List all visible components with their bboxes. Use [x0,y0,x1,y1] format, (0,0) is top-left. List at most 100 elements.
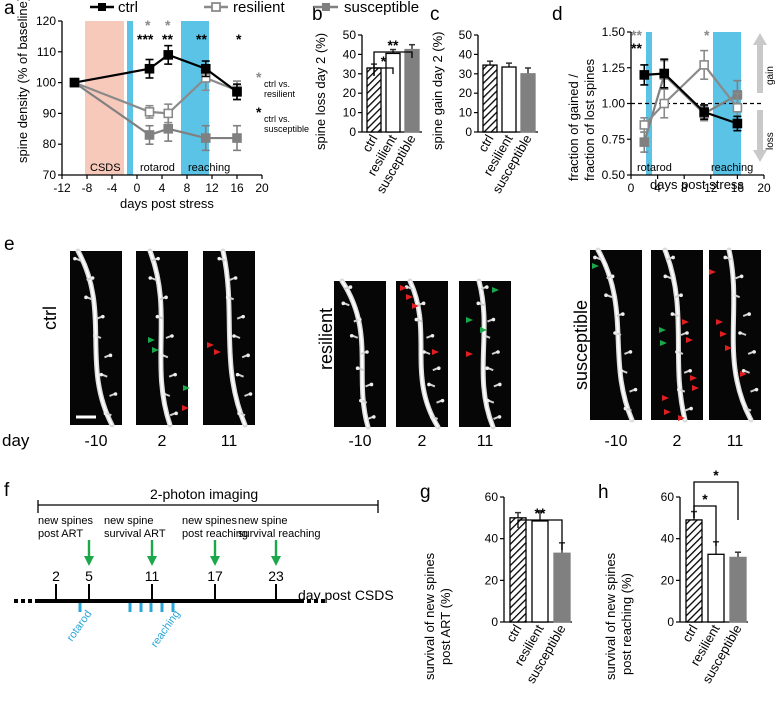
spine [106,412,112,417]
spine [75,257,82,262]
a-sig-sus-1: *** [137,31,154,47]
rotarod-band [127,21,133,175]
d-y-tick-label: 0.50 [602,168,626,182]
event-label-line2: survival ART [104,528,166,540]
h-y-tick-label: 60 [661,490,675,504]
spine [353,318,360,323]
g-bar-susceptible [553,552,571,623]
d-sig-sus: ** [631,40,642,56]
timeline-day-23: 23 [268,568,284,584]
h-bar-ctrl [685,519,703,623]
a-annotation: * ctrl vs. resilient * ctrl vs. suscepti… [256,69,309,134]
spine-head [679,293,683,298]
a-note-res-line2: resilient [264,89,296,99]
reaching-label: reaching [188,162,230,174]
gained-spine-arrow [492,287,499,293]
spine [150,277,157,281]
dendrite-core [478,280,494,428]
timeline-day-17: 17 [207,568,223,584]
spine-head [148,276,153,280]
b-y-tick-label: 40 [343,47,357,61]
g-y-tick-label: 60 [485,490,499,504]
spine-head [675,350,679,354]
a-x-tick-label: 4 [159,181,166,195]
spine [162,354,169,359]
c-bar-ctrl [482,64,498,133]
panel-label-d: d [552,4,563,25]
dendrite-core [149,250,171,426]
e-day-11: 11 [477,433,494,450]
d-x-tick-label: 16 [731,181,745,195]
e-day-label: day [2,431,30,450]
a-sig-res-1: * [145,17,151,33]
legend: ctrl resilient susceptible [90,0,419,16]
g-category-label: ctrl [503,622,525,645]
lost-spine-arrow [716,319,723,325]
timeline-day-5: 5 [85,568,93,584]
g-bar-ctrl [509,517,527,623]
spine [86,296,93,301]
legend-ctrl: ctrl [118,0,138,16]
a-point-resilient [144,107,155,117]
a-sig-res-2: * [165,17,171,33]
imaging-title: 2-photon imaging [150,486,258,502]
spine-head [739,274,744,279]
a-sig-sus-2: ** [162,31,173,47]
spine [626,407,632,412]
spine [665,275,672,280]
d-point-resilient [699,60,709,70]
g-y-tick-label: 40 [485,532,499,546]
reaching-period-label: reaching [149,608,183,649]
spine-head [225,295,230,300]
spine-head [421,301,426,306]
spine-head [604,293,608,298]
lost-spine-arrow [678,415,685,421]
d-sig-res: ** [631,27,642,43]
d-y-tick-label: 1.25 [602,61,626,75]
d-x-tick-label: 4 [654,181,661,195]
h-ylabel-2: post reaching (%) [619,573,634,675]
spine-head [73,256,77,261]
spine [365,383,371,388]
gained-spine-arrow [152,347,159,353]
a-y-tick-label: 100 [36,76,56,90]
spine-head [108,353,113,358]
g-sig-bracket [517,519,563,550]
a-significance: * * *** ** ** * [137,17,242,47]
a-point-susceptible [144,130,155,140]
a-ylabel: spine density (% of baseline) [15,0,30,163]
spine [629,388,635,393]
lost-spine-arrow [725,345,732,351]
spine [680,332,687,336]
d-point-ctrl [732,118,743,129]
h-bar-resilient [707,553,725,623]
a-y-tick-label: 120 [36,14,56,28]
spine-head [90,276,95,280]
spine [484,334,491,339]
spine-head [497,415,502,419]
b-y-tick-label: 0 [349,125,356,139]
spine [734,294,741,299]
spine-head [440,398,445,403]
spine-head [113,392,118,396]
spine-head [485,285,489,289]
spine [86,277,93,281]
b-y-tick-label: 50 [343,28,357,42]
e-group-ctrl: ctrl [40,306,60,330]
a-note-sus-star: * [256,104,262,120]
c-y-tick-label: 50 [459,28,473,42]
timeline-axis-label: day post CSDS [298,587,394,603]
chart-a: CSDS rotarod reaching spine density (% o… [15,0,309,211]
b-bar-ctrl [366,67,382,133]
spine-head [246,353,250,358]
b-y-tick-label: 20 [343,86,357,100]
a-x-tick-label: 12 [205,181,219,195]
a-y-tick-label: 70 [43,168,57,182]
panel-label-a: a [4,0,15,19]
spine-head [101,314,105,319]
spine-head [156,256,160,261]
spine [621,369,628,374]
spine-head [372,415,376,419]
spine [151,257,158,262]
spine-head [723,255,728,260]
